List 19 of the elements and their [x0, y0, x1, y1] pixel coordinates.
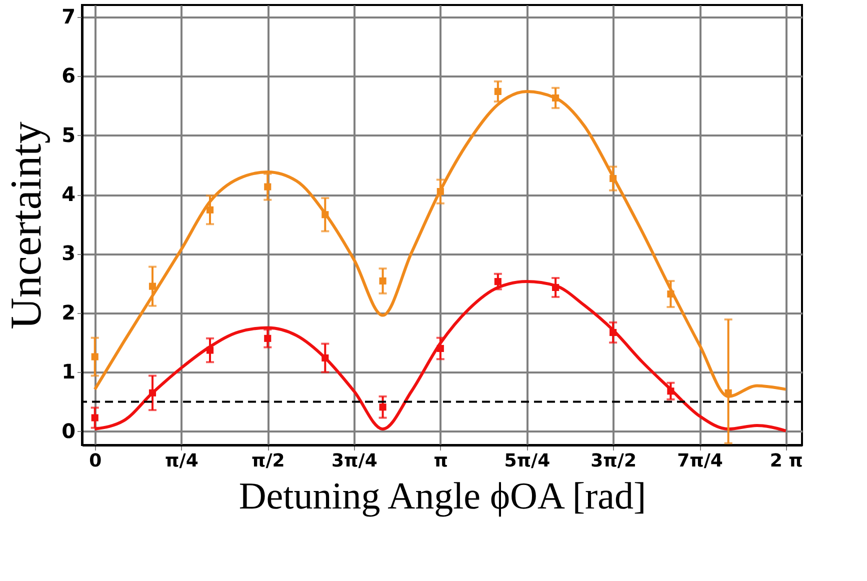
- x-axis-title: Detuning Angle ϕOA [rad]: [238, 476, 646, 518]
- y-tick-label: 4: [62, 182, 76, 206]
- x-tick-label: 7π/4: [677, 450, 723, 472]
- y-tick-label: 3: [62, 241, 76, 266]
- y-tick-label: 2: [62, 300, 76, 324]
- x-tick-label: π/2: [251, 450, 285, 472]
- y-axis-title: Uncertainty: [2, 122, 51, 330]
- y-tick-label: 1: [62, 360, 76, 384]
- x-tick-label: 2 π: [770, 450, 803, 472]
- x-tick-label: 0: [89, 450, 102, 472]
- y-tick-label: 6: [62, 64, 76, 88]
- y-tick-label: 5: [62, 122, 76, 147]
- y-tick-label: 0: [62, 418, 76, 443]
- y-tick-label: 7: [62, 4, 76, 28]
- x-tick-label: π: [434, 450, 448, 472]
- x-tick-label: 5π/4: [504, 450, 550, 472]
- x-tick-label: 3π/2: [590, 450, 636, 472]
- x-tick-label: 3π/4: [332, 450, 378, 472]
- x-tick-label: π/4: [165, 450, 198, 472]
